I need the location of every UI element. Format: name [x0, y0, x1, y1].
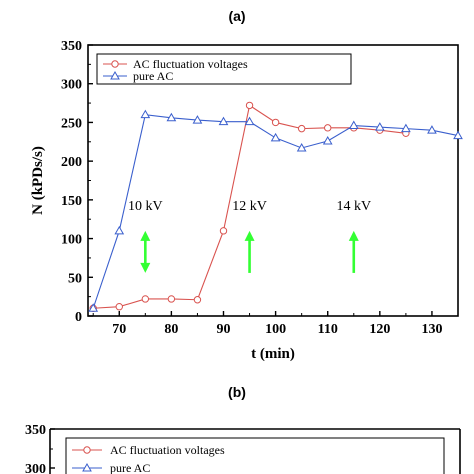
series-1-point — [219, 227, 228, 235]
panel-a-label: (a) — [228, 8, 245, 24]
series-2-point — [114, 225, 125, 235]
voltage-label-2: 12 kV — [232, 199, 267, 214]
series-1-point — [271, 118, 280, 127]
x-axis-title: t (min) — [251, 346, 295, 362]
legend-marker-1 — [111, 60, 119, 68]
series-1-point — [324, 124, 332, 132]
panel-b-legend-marker-2 — [82, 462, 92, 472]
y-tick-label: 0 — [75, 310, 82, 325]
series-1-point — [193, 296, 202, 304]
series-1-point — [115, 303, 123, 311]
voltage-label-1: 10 kV — [128, 199, 163, 214]
y-tick-label: 150 — [61, 194, 82, 209]
series-2-point — [348, 120, 359, 130]
series-1-point — [141, 295, 150, 303]
legend-label-2: pure AC — [133, 69, 173, 83]
y-tick-label: 50 — [68, 271, 82, 286]
series-1-point — [245, 101, 254, 110]
arrow-head-up-1 — [140, 230, 151, 241]
panel-b-plot: 300 350 AC fluctuation voltages pure AC — [25, 423, 461, 474]
x-tick-label: 110 — [318, 322, 338, 337]
series-2-point — [322, 136, 333, 145]
panel-a-plot: 0 50 100 150 200 250 300 350 70 80 90 100 110 120 130 t… — [30, 39, 463, 362]
series-2-point — [401, 123, 411, 133]
panel-b-label: (b) — [228, 384, 246, 400]
series-2-point — [192, 115, 203, 124]
x-tick-label: 120 — [369, 322, 390, 337]
series-2-point — [374, 122, 385, 131]
y-axis-title: N (kPDs/s) — [30, 146, 46, 215]
series-1-point — [167, 295, 176, 303]
series-2-point — [88, 303, 99, 312]
y-tick-label: 350 — [61, 39, 82, 54]
legend-box — [96, 53, 352, 85]
x-tick-label: 90 — [216, 322, 230, 337]
x-tick-label: 130 — [421, 322, 442, 337]
arrow-head-up-2 — [244, 230, 255, 241]
voltage-label-3: 14 kV — [336, 199, 371, 214]
panel-b-legend-label-1: AC fluctuation voltages — [110, 443, 225, 457]
panel-b-legend-label-2: pure AC — [110, 461, 150, 474]
arrow-head-down-1 — [140, 262, 151, 273]
arrow-head-up-3 — [348, 230, 359, 241]
series-2-point — [296, 142, 307, 152]
panel-b-y-tick-label: 350 — [25, 423, 46, 438]
series-2-point — [140, 109, 151, 119]
panel-b-y-tick-label: 300 — [25, 462, 46, 474]
x-tick-label: 100 — [265, 322, 286, 337]
series-2-point — [427, 125, 437, 134]
y-tick-label: 200 — [61, 155, 82, 170]
legend-marker-2 — [110, 70, 120, 80]
series-1-point — [297, 124, 306, 133]
x-tick-label: 70 — [112, 322, 126, 337]
x-tick-label: 80 — [164, 322, 178, 337]
y-tick-label: 250 — [61, 116, 82, 131]
panel-b-legend-marker-1 — [83, 446, 91, 454]
series-2-point — [270, 132, 281, 142]
legend-label-1: AC fluctuation voltages — [133, 57, 248, 71]
series-2-point — [453, 130, 463, 140]
panel-b-legend-box — [65, 437, 445, 474]
y-tick-label: 100 — [61, 233, 82, 248]
y-tick-label: 300 — [61, 78, 82, 93]
series-2-point — [166, 112, 177, 122]
series-2-point — [218, 116, 229, 126]
plot-frame — [87, 44, 459, 317]
series-2-point — [244, 116, 255, 126]
